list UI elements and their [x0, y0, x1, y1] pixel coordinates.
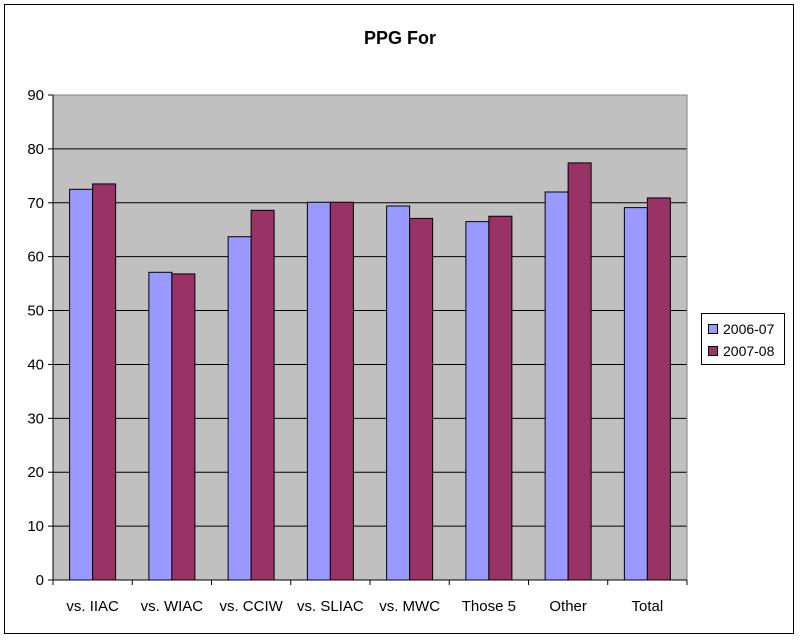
x-tick-label-those-5: Those 5 — [462, 598, 516, 615]
bar-2007-08-vs-mwc — [409, 217, 434, 581]
bar-2007-08-those-5 — [488, 215, 513, 581]
y-tick-label-50: 50 — [27, 303, 44, 320]
bar-2006-07-vs-iiac — [69, 188, 94, 581]
y-tick-label-30: 30 — [27, 410, 44, 427]
x-tick-label-vs-mwc: vs. MWC — [379, 598, 440, 615]
legend-swatch-2007-08 — [708, 346, 718, 356]
x-tick-label-other: Other — [549, 598, 587, 615]
legend-label-2007-08: 2007-08 — [723, 343, 775, 359]
y-tick-label-20: 20 — [27, 464, 44, 481]
bar-2006-07-vs-wiac — [148, 271, 173, 581]
bar-2006-07-vs-cciw — [227, 236, 252, 581]
legend-item-2006-07: 2006-07 — [708, 319, 774, 339]
chart-title: PPG For — [363, 28, 436, 48]
x-tick-label-vs-wiac: vs. WIAC — [141, 598, 204, 615]
legend-swatch-2006-07 — [708, 324, 718, 334]
bar-2006-07-those-5 — [465, 221, 490, 581]
bar-2007-08-vs-iiac — [92, 183, 117, 581]
plot-area — [53, 95, 687, 580]
bar-2006-07-other — [544, 191, 569, 581]
x-tick-label-total: Total — [632, 598, 664, 615]
x-tick-label-vs-iiac: vs. IIAC — [66, 598, 119, 615]
y-tick-label-90: 90 — [27, 87, 44, 104]
legend-label-2006-07: 2006-07 — [723, 321, 775, 337]
y-tick-label-10: 10 — [27, 518, 44, 535]
bar-2007-08-other — [567, 162, 592, 581]
bar-2006-07-total — [623, 207, 648, 581]
bar-2007-08-vs-sliac — [329, 201, 354, 581]
y-tick-label-70: 70 — [27, 195, 44, 212]
bar-2007-08-vs-wiac — [171, 273, 196, 581]
x-tick-label-vs-sliac: vs. SLIAC — [297, 598, 364, 615]
bar-2006-07-vs-sliac — [306, 201, 331, 581]
y-tick-label-80: 80 — [27, 141, 44, 158]
legend: 2006-07 2007-08 — [701, 313, 785, 365]
bar-2007-08-total — [646, 197, 671, 581]
y-tick-label-60: 60 — [27, 249, 44, 266]
bar-2007-08-vs-cciw — [250, 209, 275, 581]
bar-2006-07-vs-mwc — [386, 205, 411, 581]
y-tick-label-0: 0 — [36, 572, 44, 589]
y-tick-label-40: 40 — [27, 356, 44, 373]
legend-item-2007-08: 2007-08 — [708, 341, 774, 361]
x-tick-label-vs-cciw: vs. CCIW — [219, 598, 283, 615]
